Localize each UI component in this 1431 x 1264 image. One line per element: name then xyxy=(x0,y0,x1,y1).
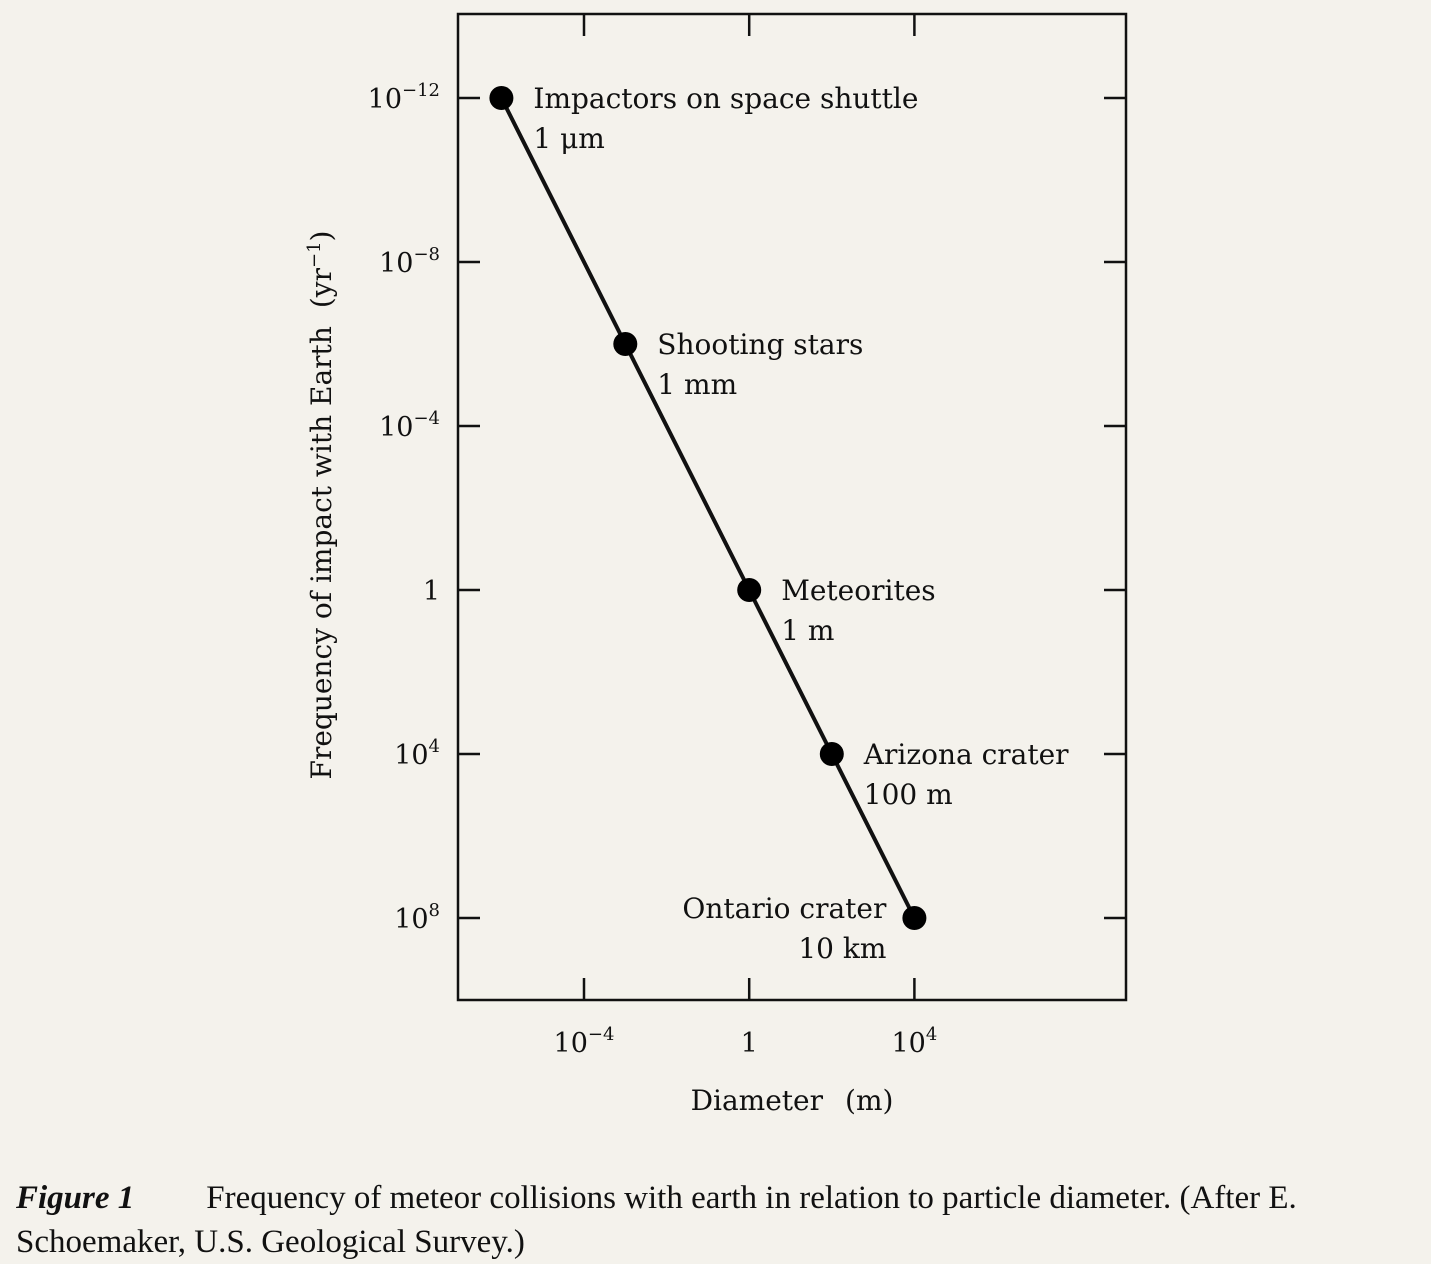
point-size-label: 100 m xyxy=(864,778,953,811)
series-line xyxy=(499,96,917,920)
y-tick-label: 104 xyxy=(394,736,440,771)
caption-label: Figure 1 xyxy=(16,1180,135,1216)
caption-text: Frequency of meteor collisions with eart… xyxy=(16,1180,1297,1260)
x-tick-label: 10−4 xyxy=(554,1024,615,1059)
plot-frame xyxy=(456,12,1128,1002)
x-axis-label: Diameter (m) xyxy=(691,1084,894,1117)
y-tick-label: 1 xyxy=(423,576,440,607)
y-tick-label: 10−4 xyxy=(379,408,440,443)
data-point xyxy=(819,742,844,766)
chart: 10−4 1 104 10−12 10−8 10−4 1 104 108 Diameter (m) F… xyxy=(304,12,1128,1117)
point-label: Ontario crater xyxy=(682,892,887,925)
point-size-label: 1 m xyxy=(781,614,834,647)
point-label: Arizona crater xyxy=(863,738,1069,771)
y-tick-label: 108 xyxy=(394,900,440,935)
data-point xyxy=(613,332,638,356)
point-size-label: 10 km xyxy=(798,932,886,965)
y-tick-label: 10−8 xyxy=(379,244,440,279)
point-size-label: 1 μm xyxy=(533,122,604,155)
point-label: Shooting stars xyxy=(657,328,863,361)
x-tick-label: 104 xyxy=(891,1024,937,1059)
point-label: Impactors on space shuttle xyxy=(533,82,918,115)
data-point xyxy=(737,578,762,602)
data-point xyxy=(902,906,927,930)
y-tick-label: 10−12 xyxy=(368,80,440,115)
point-size-label: 1 mm xyxy=(657,368,737,401)
figure-caption: Figure 1 Frequency of meteor collisions w… xyxy=(16,1176,1416,1264)
y-axis-label: Frequency of impact with Earth(yr−1) xyxy=(304,231,338,780)
point-label: Meteorites xyxy=(781,574,935,607)
data-point xyxy=(489,86,514,110)
x-tick-label: 1 xyxy=(741,1028,758,1059)
